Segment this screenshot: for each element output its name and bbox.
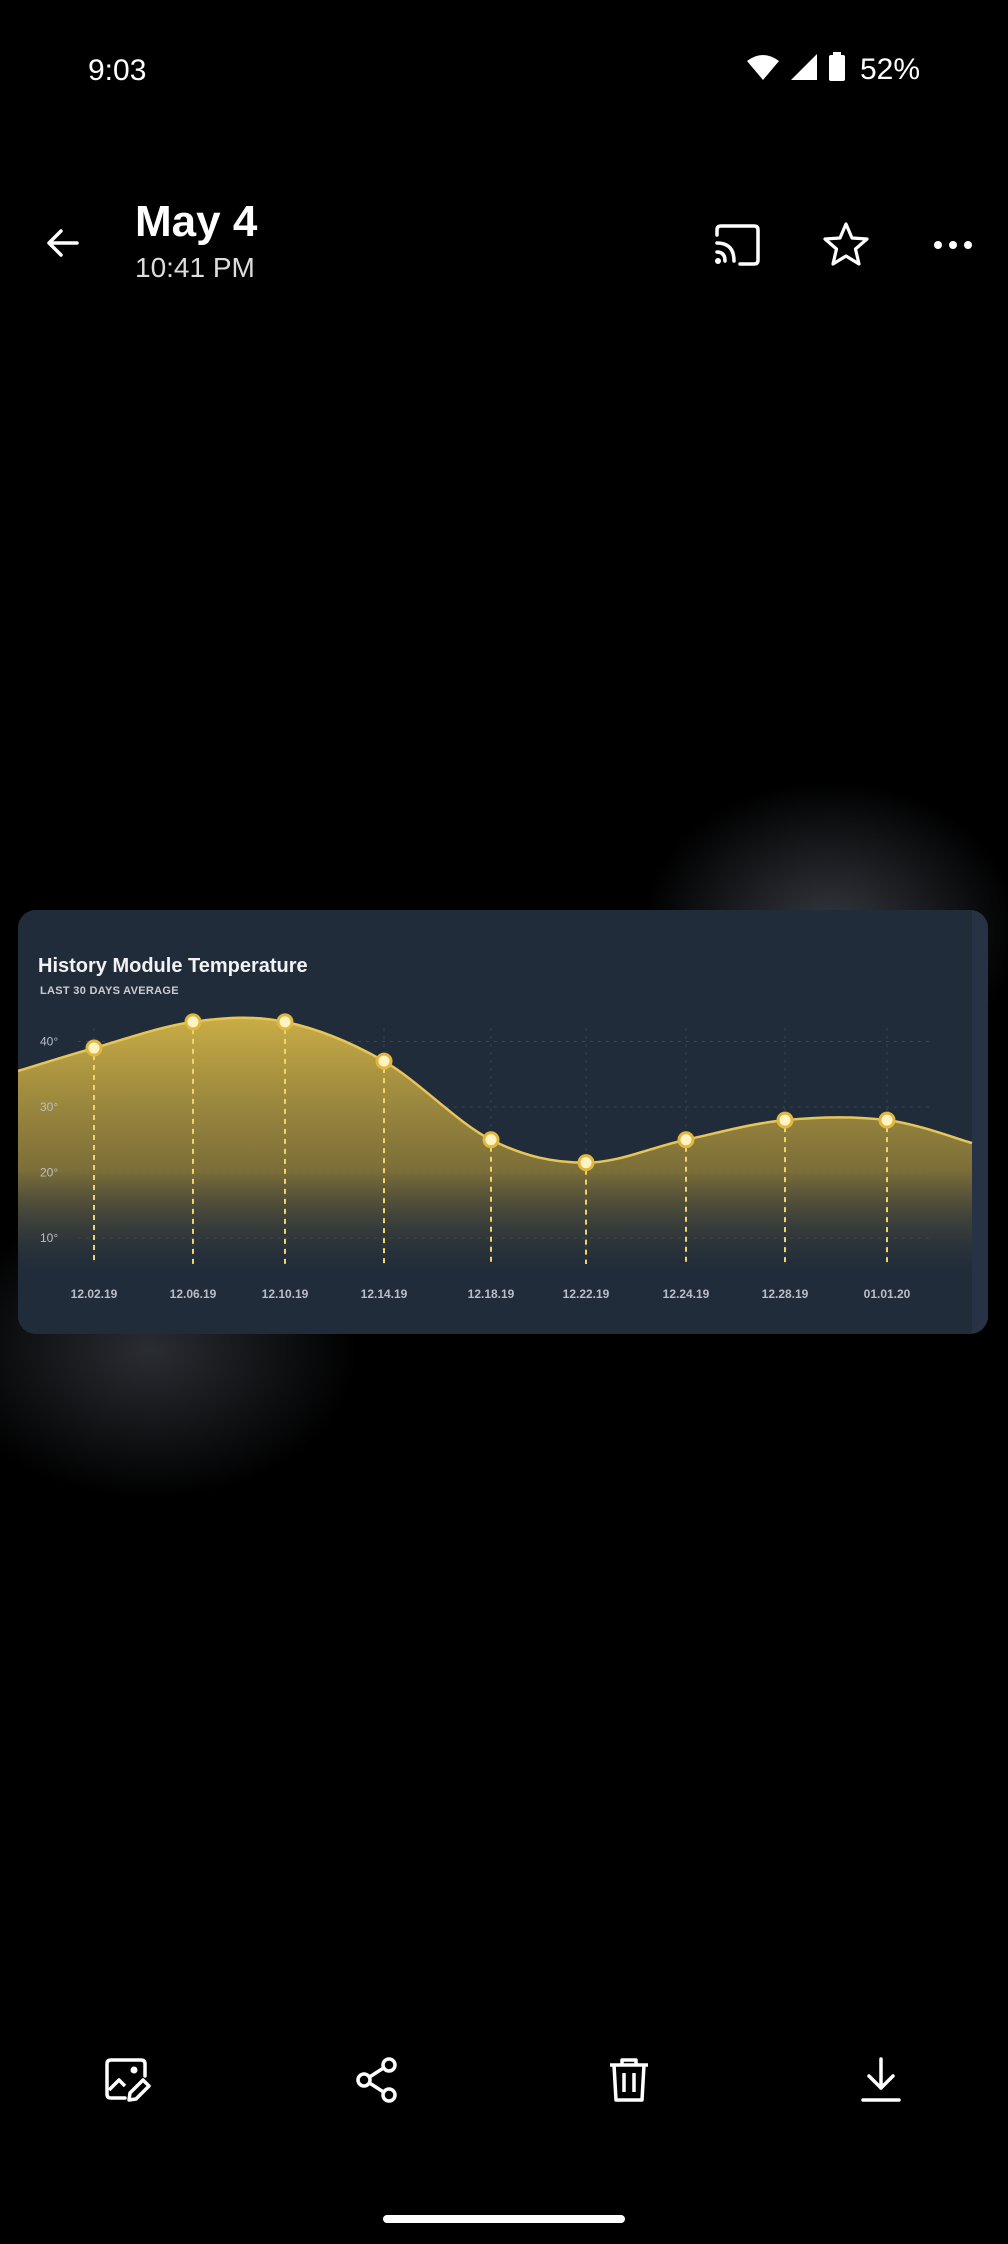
delete-button[interactable] <box>589 2040 669 2120</box>
share-icon <box>356 2057 397 2103</box>
back-button[interactable] <box>28 208 98 278</box>
back-arrow-icon <box>47 229 79 257</box>
x-tick-label: 12.10.19 <box>262 1287 309 1301</box>
cellular-signal-icon <box>790 53 818 86</box>
x-tick-label: 12.02.19 <box>71 1287 118 1301</box>
app-bar: May 4 10:41 PM <box>0 180 1008 300</box>
data-point <box>85 1039 103 1057</box>
cast-button[interactable] <box>702 210 772 280</box>
download-button[interactable] <box>841 2040 921 2120</box>
status-time: 9:03 <box>88 54 147 87</box>
status-icons: 52% <box>746 52 920 87</box>
status-bar: 9:03 52% <box>0 0 1008 150</box>
data-point <box>276 1013 294 1031</box>
photo-image[interactable]: 40° 30° 20° 10° 12.02.19 12.06.19 12.10.19 12.… <box>18 910 988 1334</box>
y-tick-label: 10° <box>40 1231 58 1245</box>
x-tick-label: 12.22.19 <box>563 1287 610 1301</box>
x-tick-label: 12.06.19 <box>170 1287 217 1301</box>
share-button[interactable] <box>337 2040 417 2120</box>
wifi-icon <box>746 53 780 86</box>
battery-percent: 52% <box>859 52 920 86</box>
title-block: May 4 10:41 PM <box>135 197 258 284</box>
favorite-button[interactable] <box>811 210 881 280</box>
data-point <box>184 1013 202 1031</box>
edit-icon <box>105 2058 151 2102</box>
bottom-action-bar <box>0 2040 1008 2130</box>
y-tick-label: 30° <box>40 1100 58 1114</box>
data-point <box>776 1111 794 1129</box>
home-indicator[interactable] <box>383 2215 625 2223</box>
data-point <box>482 1131 500 1149</box>
x-tick-label: 12.28.19 <box>762 1287 809 1301</box>
x-tick-label: 12.18.19 <box>468 1287 515 1301</box>
chart-title: History Module Temperature <box>38 955 308 977</box>
y-tick-label: 40° <box>40 1035 58 1049</box>
page-title: May 4 <box>135 197 258 246</box>
x-tick-label: 01.01.20 <box>864 1287 911 1301</box>
star-icon <box>823 222 869 266</box>
cast-icon <box>715 224 760 266</box>
download-icon <box>861 2057 901 2102</box>
more-options-button[interactable] <box>918 210 988 280</box>
battery-icon <box>828 52 846 87</box>
edit-button[interactable] <box>87 2040 167 2120</box>
x-tick-label: 12.14.19 <box>361 1287 408 1301</box>
data-point <box>375 1052 393 1070</box>
x-tick-label: 12.24.19 <box>663 1287 710 1301</box>
y-tick-label: 20° <box>40 1166 58 1180</box>
data-point <box>878 1111 896 1129</box>
more-icon <box>934 241 972 249</box>
data-point <box>677 1131 695 1149</box>
delete-icon <box>610 2058 648 2102</box>
chart-subtitle: LAST 30 DAYS AVERAGE <box>40 985 179 997</box>
data-point <box>577 1154 595 1172</box>
page-subtitle: 10:41 PM <box>135 252 255 284</box>
temperature-chart: 40° 30° 20° 10° 12.02.19 12.06.19 12.10.19 12.… <box>18 910 988 1334</box>
